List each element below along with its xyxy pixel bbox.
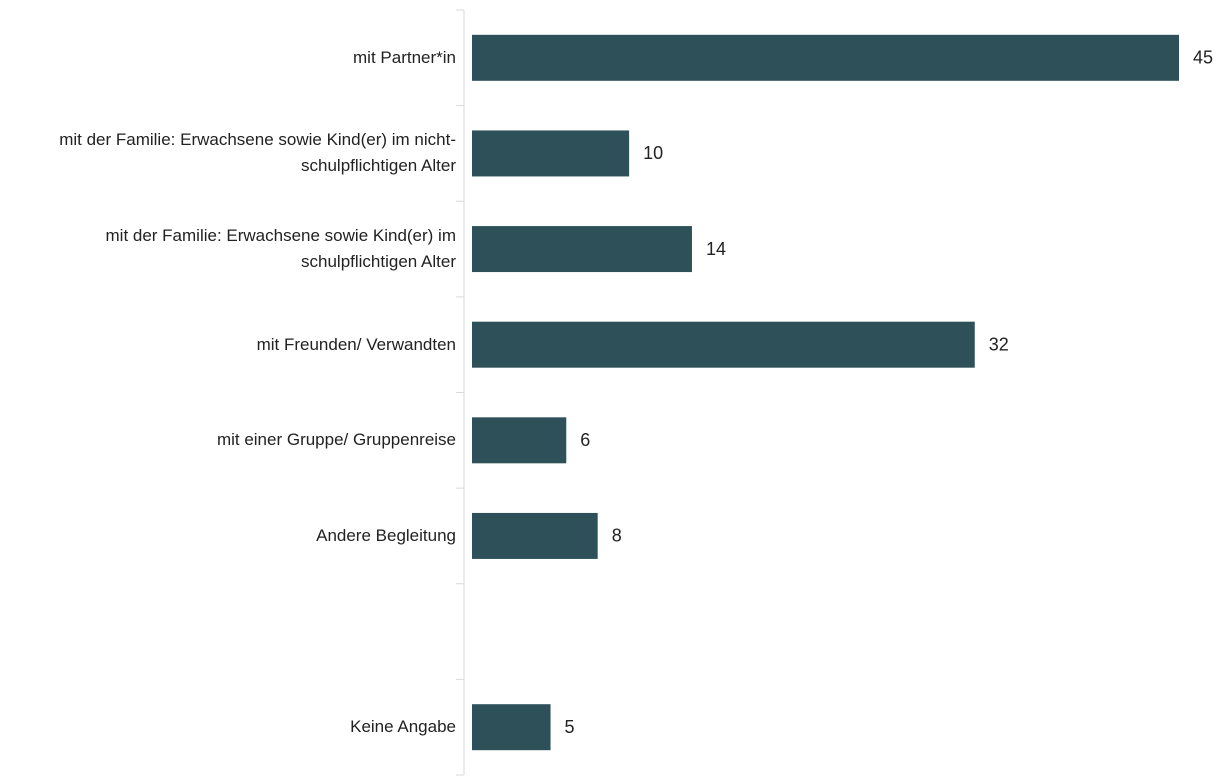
bar xyxy=(472,226,692,273)
category-label: Keine Angabe xyxy=(350,717,456,737)
bar xyxy=(472,321,975,368)
value-label: 32 xyxy=(989,334,1009,354)
value-label: 5 xyxy=(565,717,575,737)
value-label: 45 xyxy=(1193,48,1213,68)
category-label: mit einer Gruppe/ Gruppenreise xyxy=(216,430,456,450)
bar xyxy=(472,512,598,559)
category-label: mit Freunden/ Verwandten xyxy=(256,334,456,354)
bar xyxy=(472,130,630,177)
value-label: 6 xyxy=(580,430,590,450)
value-label: 8 xyxy=(612,526,622,546)
bar xyxy=(472,417,567,464)
bar xyxy=(472,704,551,751)
category-label: mit Partner*in xyxy=(353,47,456,67)
category-label: mit der Familie: Erwachsene sowie Kind(e… xyxy=(105,226,457,272)
value-label: 10 xyxy=(643,143,663,163)
bar xyxy=(472,34,1179,81)
category-label: mit der Familie: Erwachsene sowie Kind(e… xyxy=(59,130,456,176)
value-label: 14 xyxy=(706,239,726,259)
category-label: Andere Begleitung xyxy=(316,525,456,545)
